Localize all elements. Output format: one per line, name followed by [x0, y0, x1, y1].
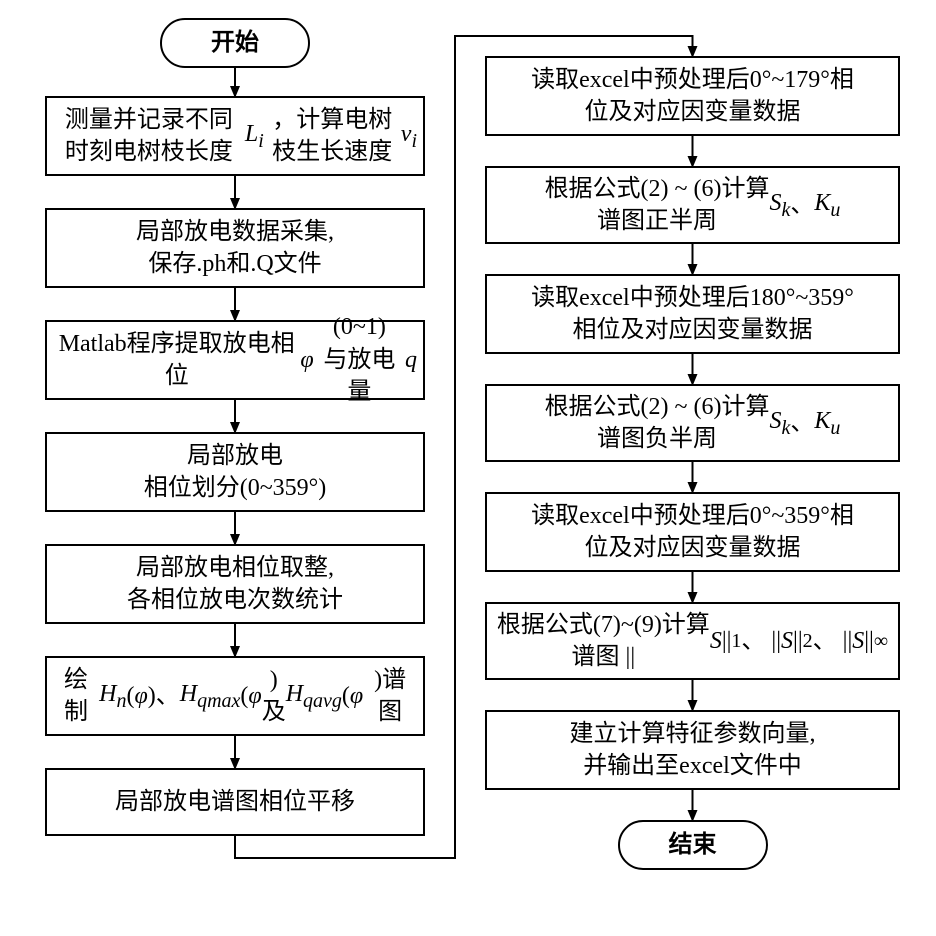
left-step-3: Matlab程序提取放电相位φ(0~1)与放电量q [45, 320, 425, 400]
right-step-4: 根据公式(2) ~ (6)计算谱图负半周Sk、Ku [485, 384, 900, 462]
end-terminal: 结束 [618, 820, 768, 870]
left-step-7: 局部放电谱图相位平移 [45, 768, 425, 836]
right-step-6: 根据公式(7)~(9)计算谱图 ||S||1、 ||S||2、 ||S||∞ [485, 602, 900, 680]
right-step-1: 读取excel中预处理后0°~179°相位及对应因变量数据 [485, 56, 900, 136]
left-step-5: 局部放电相位取整,各相位放电次数统计 [45, 544, 425, 624]
right-step-5: 读取excel中预处理后0°~359°相位及对应因变量数据 [485, 492, 900, 572]
left-step-6: 绘制Hn(φ)、Hqmax(φ)及Hqavg(φ)谱图 [45, 656, 425, 736]
right-step-3: 读取excel中预处理后180°~359°相位及对应因变量数据 [485, 274, 900, 354]
start-terminal: 开始 [160, 18, 310, 68]
left-step-4: 局部放电相位划分(0~359°) [45, 432, 425, 512]
right-step-2: 根据公式(2) ~ (6)计算谱图正半周Sk、Ku [485, 166, 900, 244]
left-step-1: 测量并记录不同时刻电树枝长度Li，计算电树枝生长速度vi [45, 96, 425, 176]
right-step-7: 建立计算特征参数向量,并输出至excel文件中 [485, 710, 900, 790]
left-step-2: 局部放电数据采集,保存.ph和.Q文件 [45, 208, 425, 288]
